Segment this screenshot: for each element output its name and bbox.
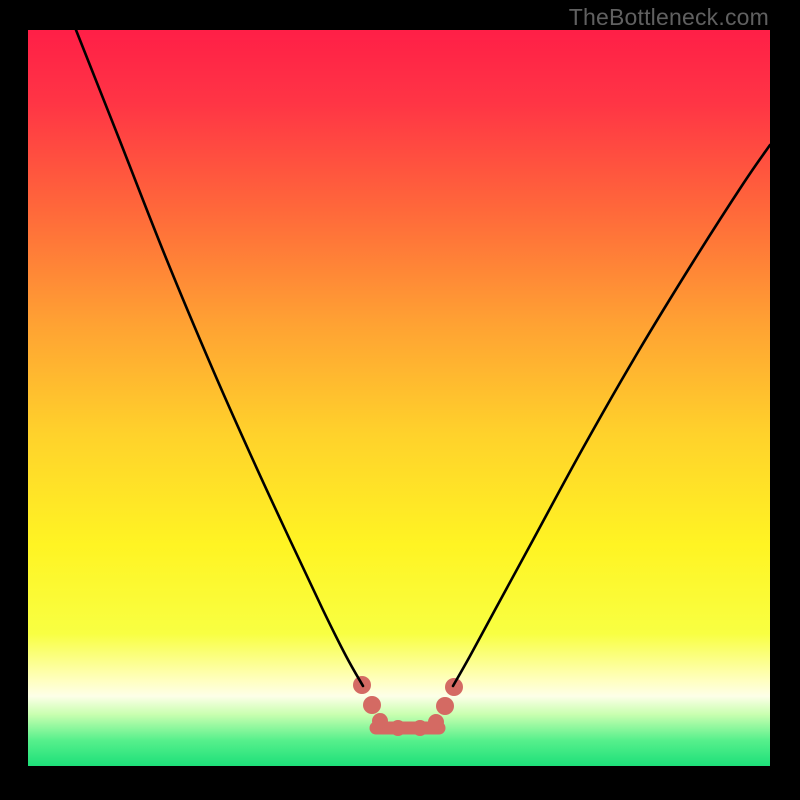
valley-dot [363, 696, 381, 714]
valley-dot [428, 714, 444, 730]
curve-right-branch [453, 145, 770, 686]
valley-dot [436, 697, 454, 715]
valley-dot [412, 720, 428, 736]
valley-dot [390, 720, 406, 736]
plot-area [28, 30, 770, 766]
chart-svg [28, 30, 770, 766]
curve-left-branch [76, 30, 363, 686]
valley-dot [445, 678, 463, 696]
valley-dot [372, 713, 388, 729]
watermark-text: TheBottleneck.com [569, 4, 769, 31]
